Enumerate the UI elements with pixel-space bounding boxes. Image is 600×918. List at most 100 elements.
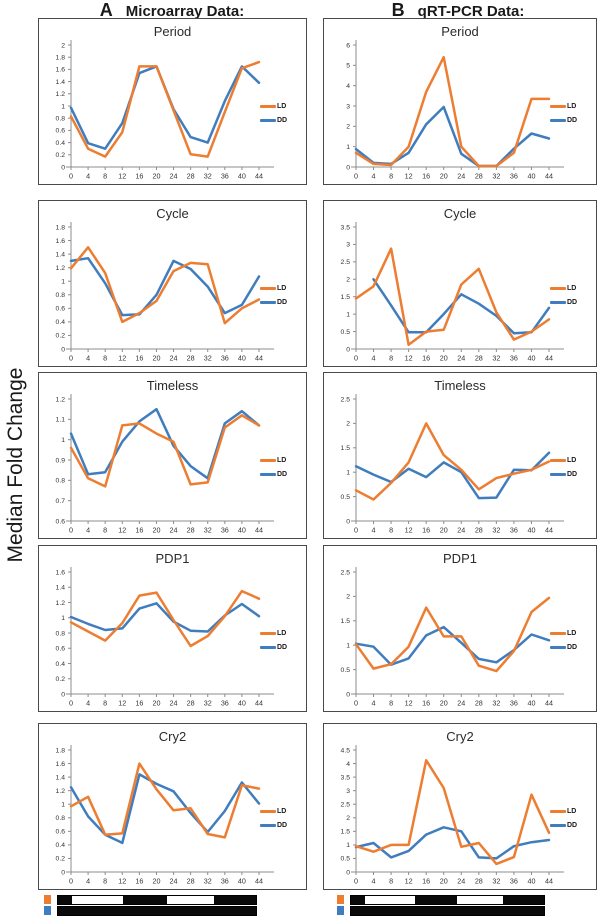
svg-text:1: 1	[346, 842, 350, 849]
svg-text:0: 0	[354, 877, 358, 886]
svg-text:16: 16	[422, 172, 430, 181]
dd-legend-swatch-icon	[260, 301, 276, 304]
svg-text:8: 8	[103, 172, 107, 181]
svg-text:4: 4	[372, 526, 376, 535]
chart-panel-cycle-a: Cycle 0 0.2 0.4 0.6 0.8 1 1.2 1.4 1.6 1.8 0 4 8 12 16 20…	[38, 200, 307, 367]
svg-text:8: 8	[103, 877, 107, 886]
svg-text:1.1: 1.1	[56, 417, 66, 424]
ld-series-line	[69, 589, 261, 648]
svg-text:16: 16	[422, 699, 430, 708]
chart-title-cry2: Cry2	[446, 729, 474, 744]
svg-text:20: 20	[152, 172, 160, 181]
legend-dd: DD	[260, 471, 287, 478]
svg-text:1.5: 1.5	[341, 294, 351, 301]
svg-text:24: 24	[457, 877, 465, 886]
svg-text:0: 0	[346, 346, 350, 353]
svg-text:20: 20	[152, 354, 160, 363]
column-a-header: A Microarray Data:	[100, 0, 244, 21]
svg-text:0: 0	[354, 526, 358, 535]
chart-title-timeless: Timeless	[434, 378, 486, 393]
dd-legend-swatch-icon	[260, 824, 276, 827]
svg-text:20: 20	[440, 526, 448, 535]
dd-series-line	[354, 625, 551, 666]
svg-text:4: 4	[372, 172, 376, 181]
svg-text:4: 4	[86, 526, 90, 535]
chart-panel-timeless-b: Timeless 0 0.5 1 1.5 2 2.5 0 4 8 12 16 20 24 28 32 36 40 4…	[323, 372, 597, 539]
column-a-letter: A	[99, 0, 113, 20]
svg-text:36: 36	[510, 172, 518, 181]
svg-text:0.8: 0.8	[56, 292, 66, 299]
svg-text:2: 2	[346, 421, 350, 428]
svg-text:0: 0	[69, 354, 73, 363]
svg-text:4: 4	[372, 877, 376, 886]
chart-plot-timeless-a: 0.6 0.7 0.8 0.9 1 1.1 1.2 0 4 8 12 16 20 24 28 32 36 40 44	[56, 394, 274, 535]
dd-bar-segment-dark	[58, 907, 256, 915]
svg-text:28: 28	[187, 172, 195, 181]
svg-text:40: 40	[238, 877, 246, 886]
svg-text:40: 40	[238, 172, 246, 181]
ld-legend-swatch-icon	[260, 459, 276, 462]
ld-series-line	[69, 414, 261, 488]
svg-text:1: 1	[61, 103, 65, 110]
svg-text:4: 4	[346, 83, 350, 90]
ld-series-line	[354, 596, 551, 673]
svg-text:8: 8	[389, 526, 393, 535]
legend-dd: DD	[550, 299, 577, 306]
svg-text:16: 16	[135, 354, 143, 363]
legend-ld: LD	[550, 457, 576, 464]
svg-text:24: 24	[457, 172, 465, 181]
dd-legend-label: DD	[567, 644, 578, 651]
chart-plot-cycle-a: 0 0.2 0.4 0.6 0.8 1 1.2 1.4 1.6 1.8 0 4 8 12 16 20 24 28 3…	[56, 222, 274, 363]
svg-text:8: 8	[389, 354, 393, 363]
chart-panel-timeless-a: Timeless 0.6 0.7 0.8 0.9 1 1.1 1.2 0 4 8 12 16 20 24 28…	[38, 372, 307, 539]
chart-plot-period-a: 00.20.40.60.811.21.41.61.820 4 8 12 16 20 24 28…	[56, 40, 274, 181]
legend-ld: LD	[550, 808, 576, 815]
svg-text:0.6: 0.6	[56, 829, 66, 836]
svg-text:0: 0	[61, 346, 65, 353]
svg-text:20: 20	[440, 172, 448, 181]
svg-text:40: 40	[527, 877, 535, 886]
svg-text:1: 1	[61, 437, 65, 444]
ld-legend-label: LD	[567, 630, 577, 637]
svg-text:36: 36	[221, 877, 229, 886]
ld-series-line	[354, 759, 551, 866]
dd-legend-label: DD	[277, 644, 288, 651]
svg-text:44: 44	[545, 172, 553, 181]
svg-text:0.8: 0.8	[56, 116, 66, 123]
dd-legend-swatch-icon	[260, 473, 276, 476]
svg-text:36: 36	[221, 354, 229, 363]
ld-bar-segment-light	[364, 896, 415, 904]
dd-series-line	[69, 256, 261, 317]
svg-text:1.6: 1.6	[56, 569, 66, 576]
svg-text:32: 32	[492, 354, 500, 363]
svg-text:36: 36	[510, 877, 518, 886]
svg-text:1: 1	[346, 643, 350, 650]
svg-text:0.2: 0.2	[56, 333, 66, 340]
svg-text:1: 1	[61, 615, 65, 622]
svg-text:1: 1	[346, 470, 350, 477]
chart-panel-cry2-a: Cry2 0 0.2 0.4 0.6 0.8 1 1.2 1.4 1.6 1.8 0 4 8 12 16 20 2…	[38, 723, 307, 890]
svg-text:1.8: 1.8	[56, 224, 66, 231]
ld-light-dark-bar-b	[350, 895, 545, 905]
svg-text:44: 44	[545, 877, 553, 886]
svg-text:12: 12	[405, 526, 413, 535]
chart-plot-cycle-b: 0 0.5 1 1.5 2 2.5 3 3.5 0 4 8 12 16 20 24 28 32 36 40 44	[341, 222, 564, 363]
svg-text:2.5: 2.5	[341, 259, 351, 266]
column-a-title: Microarray Data:	[125, 3, 245, 20]
svg-text:8: 8	[389, 877, 393, 886]
svg-text:6: 6	[346, 42, 350, 49]
column-b-letter: B	[391, 0, 405, 20]
dd-legend-label: DD	[277, 822, 288, 829]
svg-text:0.5: 0.5	[341, 856, 351, 863]
svg-text:0.2: 0.2	[56, 856, 66, 863]
svg-text:1.6: 1.6	[56, 238, 66, 245]
chart-plot-pdp1-a: 0 0.2 0.4 0.6 0.8 1 1.2 1.4 1.6 0 4 8 12 16 20 24 28 32 36…	[56, 567, 274, 708]
svg-text:12: 12	[405, 877, 413, 886]
svg-text:1: 1	[61, 802, 65, 809]
svg-text:28: 28	[187, 354, 195, 363]
dd-series-line	[69, 407, 261, 480]
svg-text:28: 28	[475, 877, 483, 886]
svg-text:28: 28	[475, 699, 483, 708]
ld-legend-swatch-icon	[550, 105, 566, 108]
dd-legend-swatch-icon	[550, 824, 566, 827]
